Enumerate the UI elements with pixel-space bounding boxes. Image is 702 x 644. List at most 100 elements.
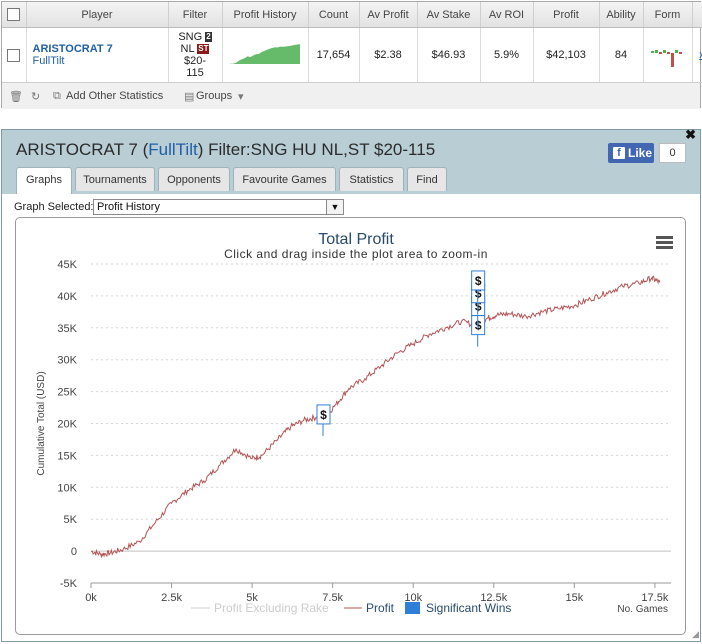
legend-swatch-significant-wins [405, 602, 420, 614]
close-icon[interactable]: ✖ [685, 127, 696, 142]
x-tick-label: 5k [246, 592, 258, 604]
filter-stake-low: $20- [183, 55, 207, 67]
x-tick-label: 0k [85, 592, 97, 604]
x-tick-label: 15k [565, 592, 583, 604]
y-tick-label: 40K [57, 291, 77, 303]
filter-stake-high: 115 [186, 67, 204, 79]
title-filter: Filter:SNG HU NL,ST $20-115 [208, 140, 436, 159]
remove-row-link[interactable]: x [699, 49, 702, 61]
form-bar [678, 51, 682, 54]
sparkline-area [230, 43, 300, 64]
col-header-player[interactable]: Player [26, 2, 169, 28]
like-count: 0 [659, 143, 686, 163]
av-stake-cell: $46.93 [417, 27, 481, 83]
graph-select-dropdown[interactable]: Profit History ▼ [93, 199, 344, 215]
y-tick-label: 15K [57, 450, 77, 462]
legend-profit-excluding-rake: Profit Excluding Rake [214, 601, 329, 615]
tab-favourite-games[interactable]: Favourite Games [233, 167, 336, 191]
x-tick-label: 10k [404, 592, 422, 604]
table-header-row: Player Filter Profit History Count Av Pr… [2, 2, 702, 28]
panel-title: ARISTOCRAT 7 (FullTilt) Filter:SNG HU NL… [16, 140, 436, 159]
groups-icon: ▤ [184, 91, 195, 103]
facebook-icon: f [613, 147, 625, 159]
y-tick-label: 5K [64, 514, 78, 526]
row-checkbox[interactable] [2, 27, 27, 83]
stats-toolbar: 🗑 ↻ ⧉ Add Other Statistics ▤ Groups ▾ [2, 83, 700, 109]
like-label: Like [628, 146, 653, 160]
chart-container[interactable]: Total Profit Click and drag inside the pl… [15, 217, 686, 635]
form-bar [650, 50, 654, 53]
x-tick-label: 17.5k [641, 592, 668, 604]
facebook-like-button[interactable]: f Like [608, 143, 654, 163]
tab-graphs[interactable]: Graphs [16, 167, 72, 194]
tab-find[interactable]: Find [407, 167, 447, 191]
col-header-ability[interactable]: Ability [599, 2, 644, 28]
player-site-link[interactable]: FullTilt [32, 55, 65, 67]
form-bar [654, 49, 658, 53]
col-header-profit-history[interactable]: Profit History [222, 2, 309, 28]
player-name-link[interactable]: ARISTOCRAT 7 [32, 43, 113, 55]
heads-up-badge: 2 [205, 32, 212, 43]
select-all-checkbox[interactable] [2, 2, 27, 28]
legend-profit: Profit [366, 601, 395, 615]
col-header-av-roi[interactable]: Av ROI [480, 2, 534, 28]
refresh-icon[interactable]: ↻ [31, 91, 41, 103]
remove-cell: x [692, 27, 702, 83]
col-header-empty [692, 2, 702, 28]
ability-cell: 84 [599, 27, 644, 83]
av-profit-cell: $2.38 [359, 27, 418, 83]
title-site-link[interactable]: FullTilt [148, 140, 198, 159]
y-tick-label: 30K [57, 355, 77, 367]
significant-win-label: $ [320, 408, 327, 422]
add-stats-icon: ⧉ [53, 90, 61, 102]
form-bar [674, 49, 678, 53]
col-header-av-profit[interactable]: Av Profit [359, 2, 418, 28]
tab-tournaments[interactable]: Tournaments [75, 167, 155, 191]
speed-badge: ST [197, 44, 210, 55]
y-tick-label: 0 [71, 546, 77, 558]
form-bar [658, 51, 662, 54]
groups-menu[interactable]: Groups [196, 90, 233, 102]
table-row: ARISTOCRAT 7 FullTilt SNG 2 NL ST $20- 1… [2, 27, 702, 83]
x-tick-label: 2.5k [161, 592, 182, 604]
trash-icon[interactable]: 🗑 [9, 91, 23, 103]
significant-win-label: $ [475, 274, 482, 288]
form-cell [643, 27, 693, 83]
graph-panel: ARISTOCRAT 7 (FullTilt) Filter:SNG HU NL… [1, 127, 701, 642]
col-header-profit[interactable]: Profit [533, 2, 600, 28]
col-header-form[interactable]: Form [643, 2, 693, 28]
tab-opponents[interactable]: Opponents [158, 167, 230, 191]
y-tick-label: 20K [57, 419, 77, 431]
stats-table: Player Filter Profit History Count Av Pr… [2, 2, 702, 83]
chevron-down-icon[interactable]: ▾ [238, 91, 244, 103]
y-tick-label: 10K [57, 482, 77, 494]
filter-cell: SNG 2 NL ST $20- 115 [168, 27, 223, 83]
add-other-statistics-link[interactable]: Add Other Statistics [66, 90, 164, 102]
profit-history-sparkline[interactable] [227, 42, 303, 66]
player-cell: ARISTOCRAT 7 FullTilt [26, 27, 169, 83]
y-tick-label: 35K [57, 323, 77, 335]
form-bar [670, 52, 674, 67]
col-header-count[interactable]: Count [308, 2, 360, 28]
stats-panel: Player Filter Profit History Count Av Pr… [1, 1, 702, 109]
chevron-down-icon[interactable]: ▼ [326, 200, 343, 214]
graph-select-value: Profit History [97, 201, 160, 213]
av-roi-cell: 5.9% [480, 27, 534, 83]
filter-limit: NL [180, 43, 195, 55]
profit-series-line [90, 275, 661, 559]
resize-grip-icon[interactable]: ◢ [692, 629, 699, 639]
chart-subtitle: Click and drag inside the plot area to z… [224, 247, 488, 261]
panel-header: ARISTOCRAT 7 (FullTilt) Filter:SNG HU NL… [2, 127, 700, 194]
y-axis-label: Cumulative Total (USD) [36, 371, 47, 475]
filter-game-type: SNG [178, 31, 203, 43]
profit-history-cell[interactable] [222, 27, 309, 83]
tab-statistics[interactable]: Statistics [339, 167, 404, 191]
y-tick-label: -5K [60, 578, 78, 590]
significant-win-label: $ [475, 287, 482, 301]
y-tick-label: 45K [57, 259, 77, 271]
y-tick-label: 25K [57, 387, 77, 399]
chart-menu-icon[interactable] [656, 236, 673, 249]
col-header-av-stake[interactable]: Av Stake [417, 2, 481, 28]
col-header-filter[interactable]: Filter [168, 2, 223, 28]
